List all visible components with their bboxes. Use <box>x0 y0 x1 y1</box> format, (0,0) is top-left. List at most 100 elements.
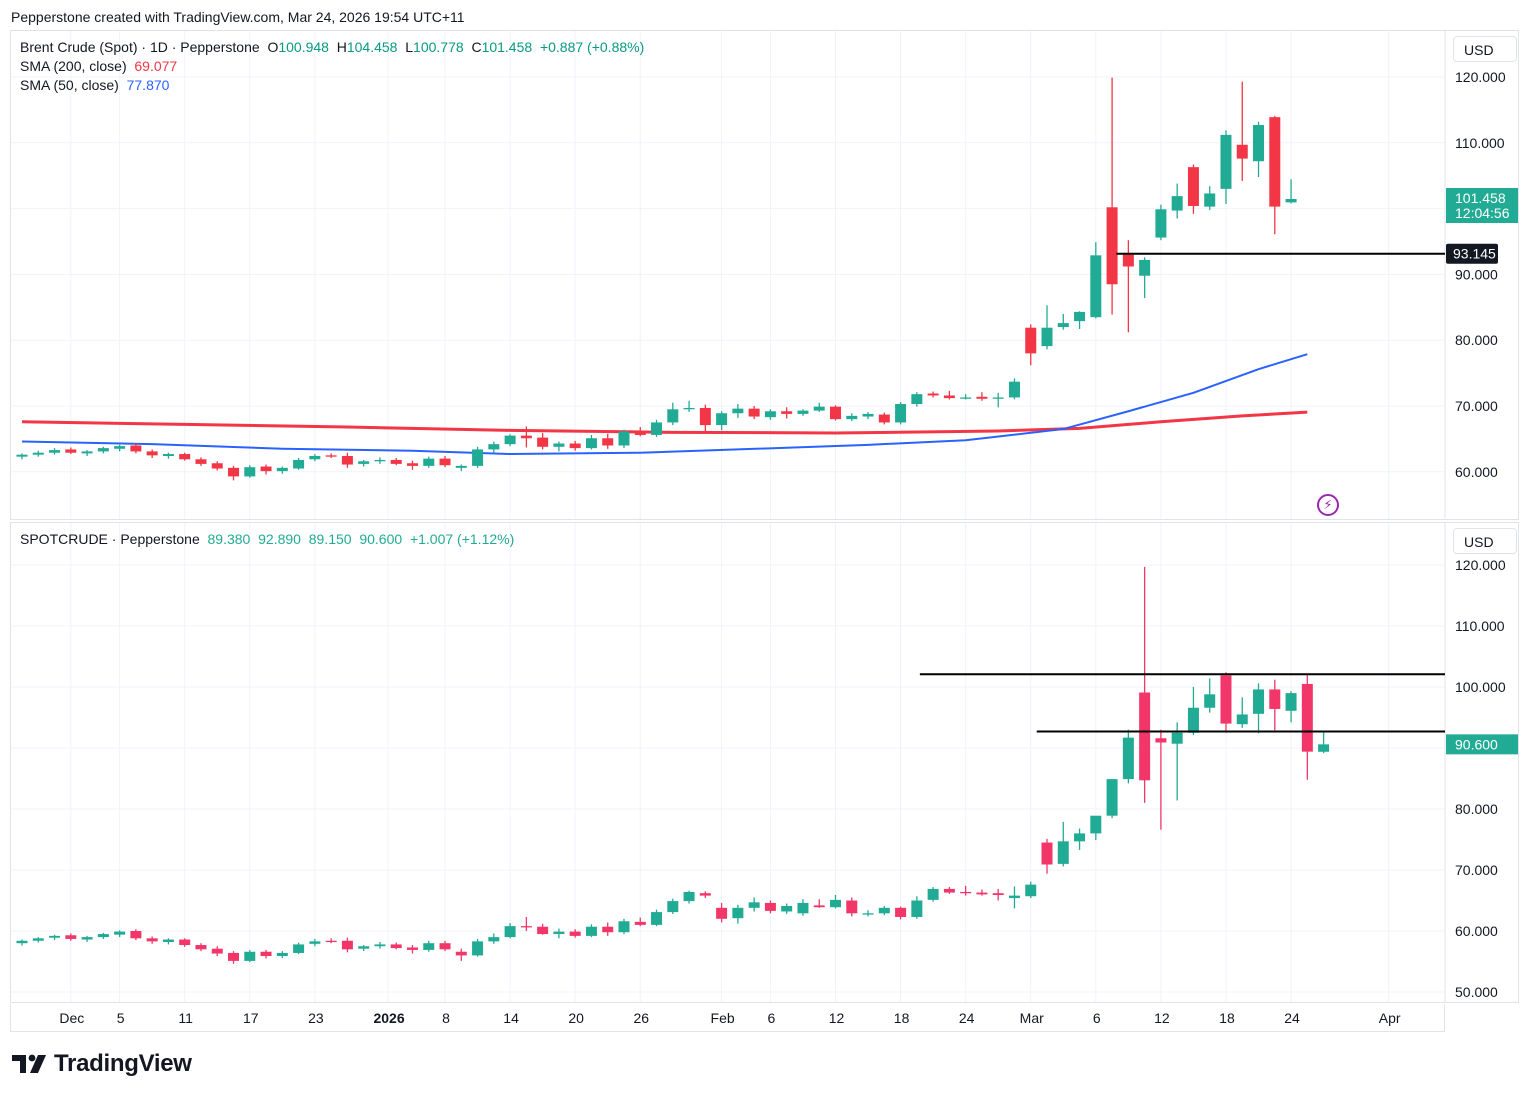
candle-body <box>1171 732 1183 744</box>
candle-body <box>569 443 581 449</box>
candle-body <box>325 455 337 457</box>
candle <box>634 427 646 437</box>
candle <box>895 906 907 920</box>
candle <box>1187 164 1199 214</box>
candle <box>146 936 158 944</box>
candle <box>1171 722 1183 801</box>
candle-body <box>244 467 256 477</box>
candle <box>1204 186 1216 210</box>
level-tag-bg <box>1446 243 1498 264</box>
candle-body <box>520 926 532 928</box>
spotcrude-pane[interactable]: 50.00060.00070.00080.00090.000100.000110… <box>10 522 1519 1003</box>
candle <box>406 460 418 470</box>
candle-body <box>81 937 93 940</box>
candle-body <box>228 467 240 477</box>
candle <box>748 406 760 420</box>
sma50-label[interactable]: SMA (50, close) <box>20 77 119 93</box>
candle <box>1106 77 1118 315</box>
candle-body <box>748 902 760 908</box>
spotcrude-chart[interactable]: 50.00060.00070.00080.00090.000100.000110… <box>10 522 1519 1003</box>
high-label: H <box>336 39 347 55</box>
candle <box>1025 324 1037 366</box>
candle <box>602 433 614 449</box>
candle <box>1155 204 1167 241</box>
candle-body <box>716 907 728 919</box>
candle <box>228 951 240 964</box>
candle <box>927 391 939 398</box>
candle <box>358 945 370 952</box>
close-label: C <box>471 39 482 55</box>
candle-body <box>406 947 418 950</box>
candle-body <box>1008 381 1020 398</box>
candle-body <box>634 921 646 925</box>
brent-crude-chart[interactable]: 60.00070.00080.00090.000100.000110.00012… <box>10 30 1519 520</box>
candle <box>1008 378 1020 400</box>
candle-body <box>276 952 288 957</box>
candle <box>797 409 809 416</box>
time-axis-label: 8 <box>442 1010 450 1026</box>
candle <box>797 899 809 916</box>
candle <box>520 426 532 448</box>
candle-body <box>537 437 549 447</box>
time-axis[interactable]: Dec 5 11 17 23 2026 8 14 20 26 Feb 6 12 18 24 Mar 6 12 18 2… <box>10 1004 1445 1032</box>
candle <box>1253 121 1265 178</box>
candle <box>1220 672 1232 733</box>
candle-body <box>602 926 614 933</box>
candle <box>1074 311 1086 330</box>
candle <box>260 464 272 475</box>
candle <box>1122 729 1134 784</box>
candle <box>374 941 386 949</box>
candle <box>276 951 288 958</box>
candle-body <box>439 458 451 466</box>
candle <box>488 933 500 944</box>
currency-button[interactable]: USD <box>1453 36 1517 62</box>
candle <box>439 940 451 952</box>
candle-body <box>472 941 484 956</box>
candle <box>1253 683 1265 734</box>
sma200-line <box>21 410 1308 435</box>
candle-body <box>406 463 418 466</box>
candle-body <box>374 944 386 947</box>
candle <box>716 902 728 923</box>
candle-body <box>830 899 841 908</box>
candle-body <box>667 409 679 423</box>
candle-body <box>1236 714 1248 725</box>
candle <box>211 946 223 957</box>
candle-body <box>16 940 28 944</box>
tradingview-logo[interactable]: TradingView <box>12 1050 192 1078</box>
candle-body <box>520 435 532 439</box>
candle <box>309 454 321 462</box>
candle <box>374 457 386 464</box>
lightning-icon[interactable]: ⚡ <box>1317 494 1339 516</box>
candle <box>569 440 581 451</box>
last-price-tag: 90.600 <box>1446 734 1518 755</box>
candle-body <box>748 408 760 417</box>
currency-button[interactable]: USD <box>1453 528 1517 554</box>
candle <box>114 444 126 452</box>
candle <box>1041 305 1053 350</box>
brent-crude-pane[interactable]: 60.00070.00080.00090.000100.000110.00012… <box>10 30 1519 520</box>
symbol-title[interactable]: SPOTCRUDE · Pepperstone <box>20 531 200 547</box>
candle-body <box>211 948 223 954</box>
candle-body <box>179 454 191 460</box>
candle-body <box>1074 311 1086 322</box>
symbol-title[interactable]: Brent Crude (Spot) · 1D · Pepperstone <box>20 39 260 55</box>
time-axis-label: 5 <box>116 1010 125 1026</box>
candle <box>960 885 972 896</box>
brent-legend: Brent Crude (Spot) · 1D · Pepperstone O1… <box>20 38 644 95</box>
sma200-label[interactable]: SMA (200, close) <box>20 58 127 74</box>
candle-body <box>846 900 858 914</box>
candle <box>49 934 61 941</box>
time-axis-label: 2026 <box>373 1010 405 1026</box>
candle-body <box>878 414 890 423</box>
candle <box>992 888 1004 901</box>
candle-body <box>585 926 597 936</box>
candle-body <box>1236 144 1248 159</box>
candle-body <box>260 951 272 957</box>
candle-body <box>130 445 142 452</box>
candle <box>748 897 760 912</box>
candle-body <box>32 938 44 941</box>
open-value: 100.948 <box>278 39 329 55</box>
candle <box>97 446 109 454</box>
candle <box>1122 240 1134 333</box>
